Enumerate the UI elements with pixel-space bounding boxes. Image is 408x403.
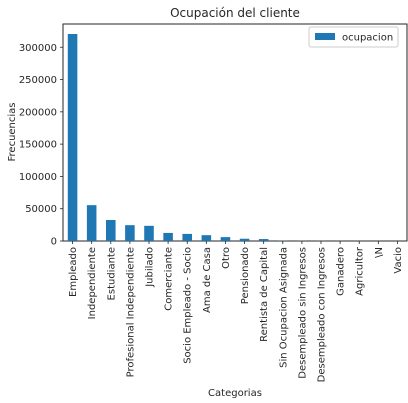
bar-3: [125, 225, 135, 241]
bar-8: [220, 237, 231, 242]
bar-10: [258, 239, 269, 241]
x-tick-label: Ganadero: [336, 247, 347, 296]
x-axis-title: Categorias: [208, 388, 262, 399]
bar-6: [182, 233, 192, 241]
x-tick-label: Desempleado sin Ingresos: [297, 247, 308, 379]
y-tick-label: 150000: [19, 140, 57, 151]
y-tick-label: 250000: [19, 75, 57, 86]
plot-area: [62, 23, 408, 242]
x-tick-label: Rentista de Capital: [259, 247, 270, 342]
bars: [67, 34, 403, 242]
y-tick-label: 200000: [19, 107, 57, 118]
x-tick-label: Desempleado con Ingresos: [317, 247, 328, 382]
y-tick-label: 100000: [19, 172, 57, 183]
bar-4: [144, 225, 154, 241]
legend-swatch: [315, 33, 335, 40]
x-axis-ticks: Empleado Independiente Estudiante Profesion…: [68, 241, 404, 382]
x-tick-label: \N: [374, 247, 385, 258]
y-axis-ticks: 0 50000 100000 150000 200000 250000 300000: [19, 43, 63, 248]
bar-7: [201, 235, 212, 241]
x-tick-label: Ama de Casa: [202, 247, 213, 313]
bar-2: [106, 220, 116, 241]
x-tick-label: Estudiante: [106, 247, 117, 300]
x-tick-label: Otro: [221, 247, 232, 269]
x-tick-label: Jubilado: [145, 247, 156, 288]
x-tick-label: Agricultor: [355, 246, 366, 296]
x-tick-label: Sin Ocupacion Asignada: [278, 247, 289, 368]
y-tick-label: 0: [51, 237, 57, 248]
bar-1: [86, 205, 97, 241]
x-tick-label: Comerciante: [164, 247, 175, 311]
y-tick-label: 300000: [19, 43, 57, 54]
legend-box: [308, 26, 399, 48]
x-tick-label: Pensionado: [240, 247, 251, 304]
legend: ocupacion: [308, 26, 399, 48]
x-tick-label: Vacio: [393, 247, 404, 274]
bar-5: [163, 232, 173, 241]
bar-9: [239, 238, 250, 241]
y-tick-label: 50000: [25, 204, 57, 215]
x-tick-label: Socio Empleado - Socio: [183, 247, 194, 364]
x-tick-label: Empleado: [68, 247, 79, 297]
x-tick-label: Independiente: [87, 247, 98, 319]
bar-0: [67, 34, 78, 242]
chart-title: Ocupación del cliente: [170, 6, 300, 20]
legend-label: ocupacion: [342, 33, 393, 44]
y-axis-title: Frecuencias: [7, 102, 18, 161]
x-tick-label: Profesional Independiente: [125, 247, 136, 377]
